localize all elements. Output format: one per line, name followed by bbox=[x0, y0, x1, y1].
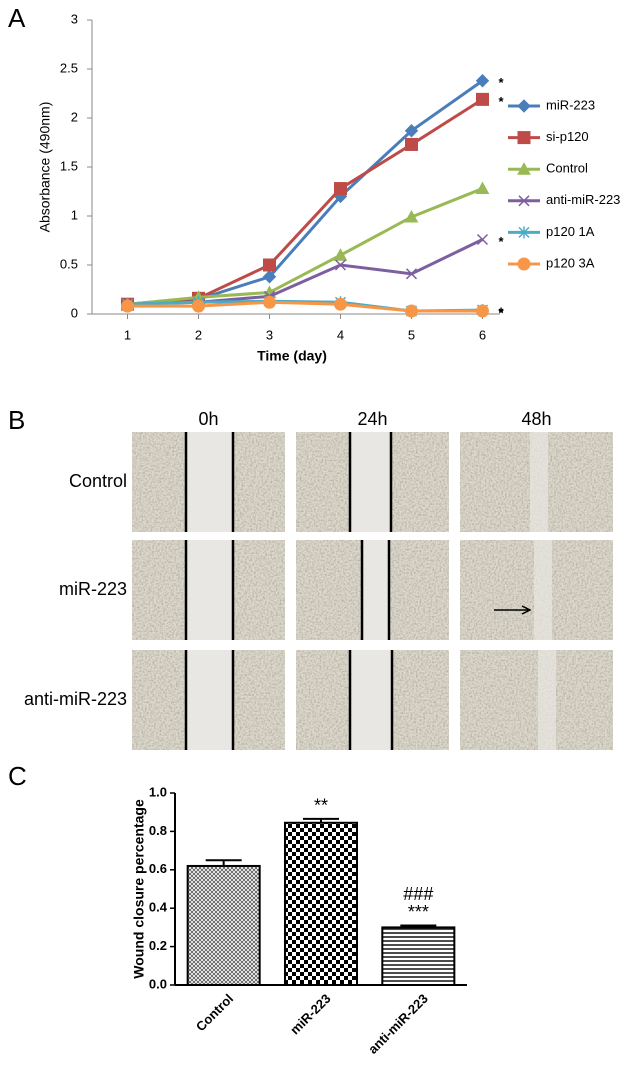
legend-label: anti-miR-223 bbox=[546, 192, 620, 207]
data-point bbox=[262, 270, 277, 284]
legend-label: miR-223 bbox=[546, 97, 595, 112]
y-axis-title: Absorbance (490nm) bbox=[37, 102, 53, 233]
wound-gap bbox=[538, 650, 556, 750]
data-point bbox=[475, 74, 490, 88]
x-axis-title: Time (day) bbox=[257, 348, 327, 364]
wound-gap bbox=[186, 650, 233, 750]
x-tick-label: miR-223 bbox=[287, 991, 333, 1037]
y-tick-label: 2.5 bbox=[60, 60, 78, 75]
row-label: Control bbox=[69, 471, 127, 491]
data-point bbox=[263, 258, 276, 272]
y-tick-label: 0.5 bbox=[60, 256, 78, 271]
data-point bbox=[405, 137, 418, 151]
wound-gap bbox=[362, 540, 389, 640]
data-point bbox=[121, 299, 134, 313]
legend-marker bbox=[517, 162, 531, 175]
y-tick-label: 0.2 bbox=[149, 938, 167, 953]
x-tick-label: 6 bbox=[479, 327, 486, 342]
x-tick-label: 4 bbox=[337, 327, 344, 342]
annotation: ### bbox=[403, 884, 433, 904]
panel-label: A bbox=[8, 3, 26, 33]
y-tick-label: 0.8 bbox=[149, 823, 167, 838]
row-label: anti-miR-223 bbox=[24, 689, 127, 709]
data-point bbox=[334, 297, 347, 311]
legend-marker bbox=[517, 257, 531, 271]
legend-marker bbox=[518, 195, 530, 207]
column-label: 24h bbox=[357, 409, 387, 429]
bar bbox=[186, 864, 261, 987]
data-point bbox=[476, 233, 489, 246]
wound-gap bbox=[350, 650, 392, 750]
data-point bbox=[334, 182, 347, 196]
data-point bbox=[475, 181, 490, 195]
y-tick-label: 3 bbox=[71, 11, 78, 26]
data-point bbox=[404, 124, 419, 138]
panel-label: B bbox=[8, 405, 25, 435]
y-tick-label: 1.5 bbox=[60, 158, 78, 173]
legend-marker bbox=[517, 131, 531, 145]
x-tick-label: 2 bbox=[195, 327, 202, 342]
annotation: ** bbox=[314, 796, 328, 816]
series-line bbox=[127, 79, 484, 306]
annotation: *** bbox=[408, 902, 429, 922]
series-line bbox=[127, 300, 483, 313]
bar bbox=[381, 926, 456, 987]
data-point bbox=[263, 295, 276, 309]
y-tick-label: 0.0 bbox=[149, 976, 167, 991]
y-tick-label: 0.4 bbox=[149, 900, 168, 915]
data-point bbox=[405, 304, 418, 318]
data-point bbox=[476, 304, 489, 318]
wound-gap bbox=[350, 432, 391, 532]
row-label: miR-223 bbox=[59, 579, 127, 599]
x-tick-label: 1 bbox=[124, 327, 131, 342]
wound-gap bbox=[534, 540, 552, 640]
wound-gap bbox=[186, 432, 233, 532]
series-line bbox=[127, 187, 484, 306]
x-tick-label: anti-miR-223 bbox=[365, 991, 431, 1057]
legend-label: p120 3A bbox=[546, 255, 595, 270]
data-point bbox=[476, 92, 489, 106]
data-point bbox=[404, 209, 419, 223]
annotation: * bbox=[499, 75, 505, 90]
y-tick-label: 0 bbox=[71, 305, 78, 320]
cell-texture bbox=[460, 650, 613, 750]
legend-label: si-p120 bbox=[546, 129, 589, 144]
data-point bbox=[334, 259, 347, 271]
x-tick-label: 5 bbox=[408, 327, 415, 342]
arrow bbox=[494, 605, 532, 615]
y-axis-title: Wound closure percentage bbox=[131, 799, 147, 979]
legend-label: Control bbox=[546, 161, 588, 176]
y-tick-label: 2 bbox=[71, 109, 78, 124]
annotation: * bbox=[499, 234, 505, 249]
y-tick-label: 1 bbox=[71, 207, 78, 222]
data-point bbox=[405, 268, 418, 280]
legend-marker bbox=[518, 226, 530, 239]
annotation: * bbox=[499, 305, 505, 320]
data-point bbox=[333, 248, 348, 261]
y-tick-label: 0.6 bbox=[149, 861, 167, 876]
data-point bbox=[192, 299, 205, 313]
annotation: * bbox=[499, 94, 505, 109]
wound-gap bbox=[186, 540, 233, 640]
column-label: 0h bbox=[198, 409, 218, 429]
y-tick-label: 1.0 bbox=[149, 784, 167, 799]
x-tick-label: Control bbox=[193, 991, 236, 1034]
annotation: * bbox=[499, 305, 505, 320]
panel-label: C bbox=[8, 761, 27, 791]
series-line bbox=[127, 238, 484, 306]
column-label: 48h bbox=[521, 409, 551, 429]
x-tick-label: 3 bbox=[266, 327, 273, 342]
wound-gap bbox=[530, 432, 548, 532]
bar bbox=[283, 821, 359, 987]
legend-marker bbox=[517, 99, 531, 113]
legend-label: p120 1A bbox=[546, 224, 595, 239]
